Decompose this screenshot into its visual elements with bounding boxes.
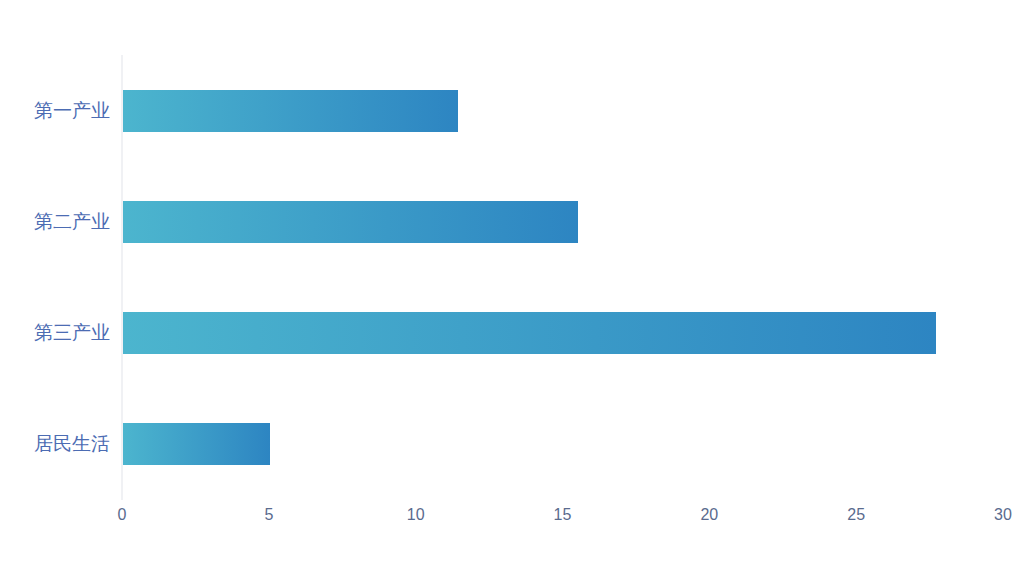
x-tick-label: 30	[994, 505, 1012, 525]
x-tick-label: 0	[118, 505, 127, 525]
bar	[123, 90, 458, 132]
bar	[123, 201, 578, 243]
bar	[123, 312, 936, 354]
x-tick-label: 10	[407, 505, 425, 525]
category-label: 第三产业	[0, 321, 110, 345]
category-label: 第二产业	[0, 210, 110, 234]
x-tick-label: 20	[700, 505, 718, 525]
x-tick-label: 25	[847, 505, 865, 525]
category-label: 居民生活	[0, 432, 110, 456]
bar	[123, 423, 270, 465]
x-tick-label: 15	[554, 505, 572, 525]
x-tick-label: 5	[264, 505, 273, 525]
category-label: 第一产业	[0, 99, 110, 123]
bar-chart: 第一产业第二产业第三产业居民生活 0 5 10 15 20 25 30	[0, 0, 1024, 565]
